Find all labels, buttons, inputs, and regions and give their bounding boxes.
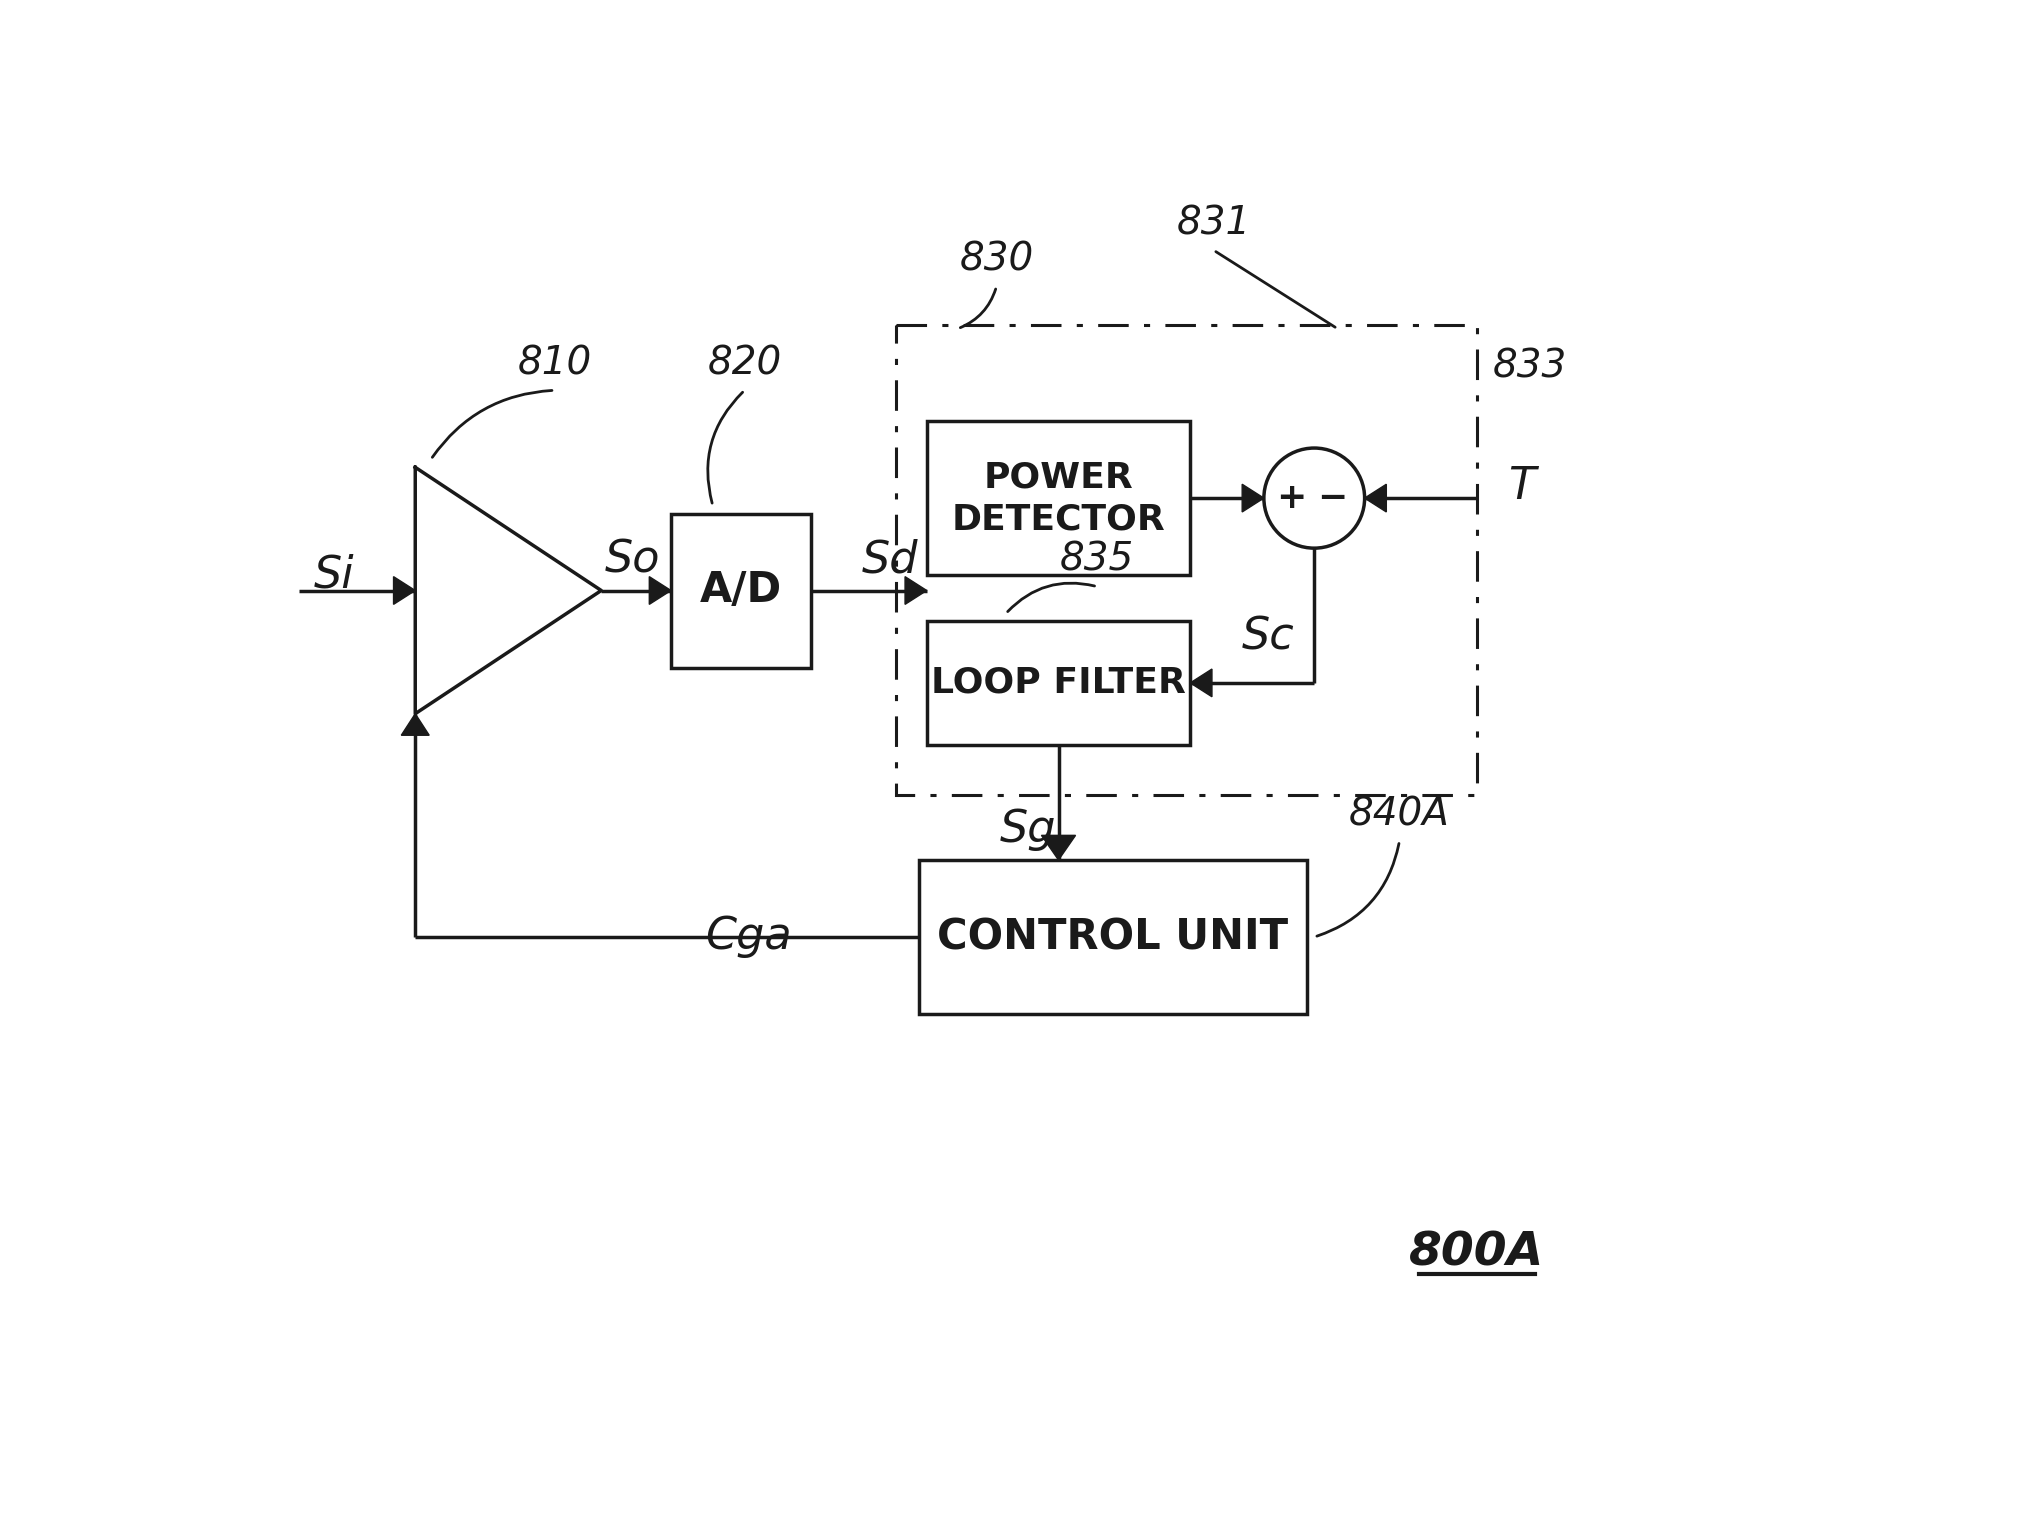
Text: Si: Si	[313, 553, 354, 597]
Polygon shape	[648, 576, 671, 605]
Polygon shape	[416, 467, 602, 714]
Polygon shape	[1242, 485, 1265, 512]
Polygon shape	[394, 576, 416, 605]
Text: 830: 830	[960, 240, 1034, 278]
Bar	[927, 622, 1190, 745]
Text: 835: 835	[1060, 541, 1135, 579]
Bar	[671, 514, 810, 667]
Polygon shape	[905, 576, 927, 605]
Text: 800A: 800A	[1410, 1230, 1545, 1275]
Text: Sd: Sd	[861, 538, 917, 581]
Text: 820: 820	[707, 345, 782, 383]
Text: +: +	[1277, 482, 1307, 515]
Polygon shape	[1190, 669, 1212, 696]
Text: −: −	[1317, 482, 1347, 515]
Polygon shape	[1042, 836, 1075, 860]
Text: 831: 831	[1176, 205, 1250, 243]
Circle shape	[1265, 448, 1366, 549]
Bar	[895, 325, 1477, 795]
Bar	[919, 860, 1307, 1014]
Text: 833: 833	[1493, 348, 1568, 386]
Text: T: T	[1509, 465, 1535, 508]
Text: 840A: 840A	[1349, 795, 1450, 833]
Polygon shape	[1366, 485, 1386, 512]
Bar	[927, 421, 1190, 575]
Text: CONTROL UNIT: CONTROL UNIT	[937, 917, 1289, 958]
Text: Cga: Cga	[705, 915, 792, 959]
Text: 810: 810	[517, 345, 592, 383]
Text: A/D: A/D	[699, 570, 782, 611]
Text: Sg: Sg	[1000, 807, 1056, 851]
Text: POWER
DETECTOR: POWER DETECTOR	[951, 461, 1166, 537]
Text: So: So	[604, 538, 661, 581]
Text: LOOP FILTER: LOOP FILTER	[931, 666, 1186, 699]
Polygon shape	[402, 714, 428, 736]
Text: Sc: Sc	[1242, 616, 1295, 658]
